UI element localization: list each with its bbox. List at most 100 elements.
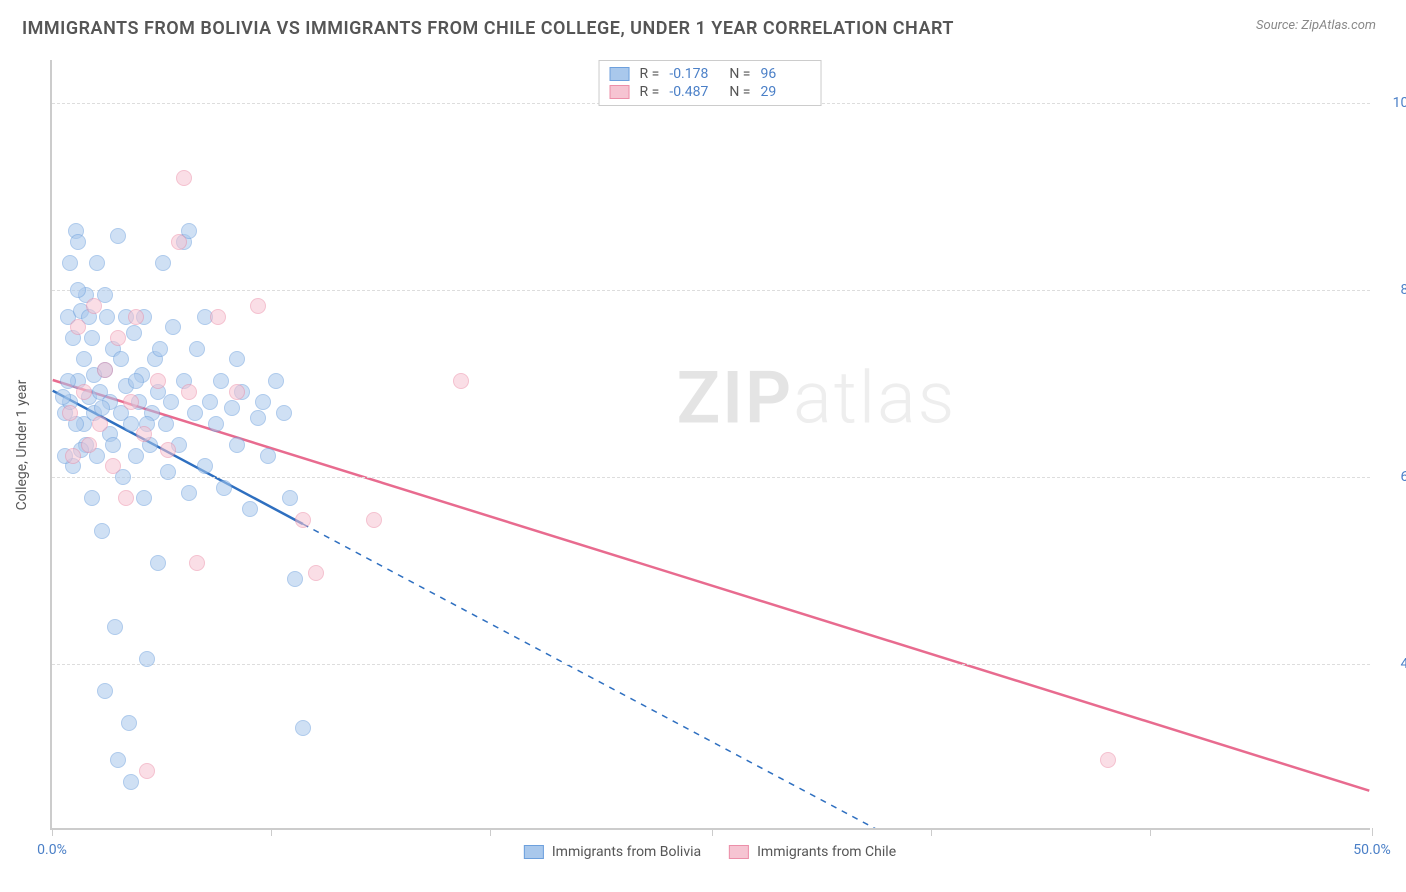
data-point [126,325,142,341]
gridline [52,290,1370,291]
data-point [150,555,166,571]
data-point [287,571,303,587]
data-point [160,442,176,458]
legend-swatch [524,845,544,859]
data-point [65,448,81,464]
data-point [121,715,137,731]
data-point [110,752,126,768]
y-tick-label: 47.5% [1378,656,1406,672]
data-point [123,774,139,790]
data-point [128,373,144,389]
data-point [202,394,218,410]
stat-r-value: -0.178 [669,66,719,82]
x-tick [52,828,53,836]
x-tick-label: 50.0% [1353,842,1391,858]
data-point [282,490,298,506]
data-point [189,555,205,571]
data-point [60,373,76,389]
data-point [163,394,179,410]
data-point [70,319,86,335]
data-point [295,512,311,528]
header: IMMIGRANTS FROM BOLIVIA VS IMMIGRANTS FR… [0,0,1406,39]
legend-swatch [729,845,749,859]
data-point [260,448,276,464]
source-attribution: Source: ZipAtlas.com [1256,18,1376,33]
legend-swatch [610,85,630,99]
data-point [84,490,100,506]
x-tick [1372,828,1373,836]
stat-n-value: 96 [760,66,810,82]
data-point [250,410,266,426]
data-point [62,255,78,271]
data-point [242,501,258,517]
scatter-plot: ZIPatlas 47.5%65.0%82.5%100.0%0.0%50.0% [50,60,1370,830]
data-point [216,480,232,496]
trend-lines-layer [52,60,1370,828]
data-point [136,490,152,506]
data-point [128,309,144,325]
data-point [113,351,129,367]
data-point [229,384,245,400]
stat-r-value: -0.487 [669,84,719,100]
data-point [92,416,108,432]
data-point [84,330,100,346]
trend-line [53,380,1370,791]
data-point [136,426,152,442]
data-point [208,416,224,432]
data-point [105,437,121,453]
data-point [176,170,192,186]
data-point [94,523,110,539]
data-point [276,405,292,421]
x-tick [931,828,932,836]
data-point [139,651,155,667]
data-point [295,720,311,736]
data-point [118,490,134,506]
data-point [107,619,123,635]
data-point [62,405,78,421]
data-point [55,389,71,405]
stat-n-label: N = [729,66,750,82]
data-point [229,351,245,367]
data-point [123,394,139,410]
data-point [308,565,324,581]
stats-legend-row: R =-0.487N =29 [610,83,811,101]
x-tick [1150,828,1151,836]
data-point [1100,752,1116,768]
data-point [213,373,229,389]
data-point [150,373,166,389]
data-point [229,437,245,453]
trend-line-extrapolated [303,524,974,828]
data-point [210,309,226,325]
legend-item: Immigrants from Chile [729,844,896,860]
x-tick-label: 0.0% [37,842,67,858]
data-point [99,309,115,325]
x-tick [490,828,491,836]
legend-item: Immigrants from Bolivia [524,844,701,860]
data-point [255,394,271,410]
data-point [181,485,197,501]
data-point [155,255,171,271]
x-tick [712,828,713,836]
data-point [86,298,102,314]
data-point [128,448,144,464]
data-point [81,437,97,453]
data-point [152,341,168,357]
stat-n-label: N = [729,84,750,100]
data-point [110,228,126,244]
data-point [171,234,187,250]
data-point [366,512,382,528]
legend-swatch [610,67,630,81]
data-point [160,464,176,480]
data-point [70,234,86,250]
data-point [250,298,266,314]
data-point [181,384,197,400]
data-point [110,330,126,346]
data-point [187,405,203,421]
data-point [105,458,121,474]
y-tick-label: 65.0% [1378,469,1406,485]
data-point [453,373,469,389]
x-tick [271,828,272,836]
data-point [197,458,213,474]
data-point [224,400,240,416]
data-point [165,319,181,335]
